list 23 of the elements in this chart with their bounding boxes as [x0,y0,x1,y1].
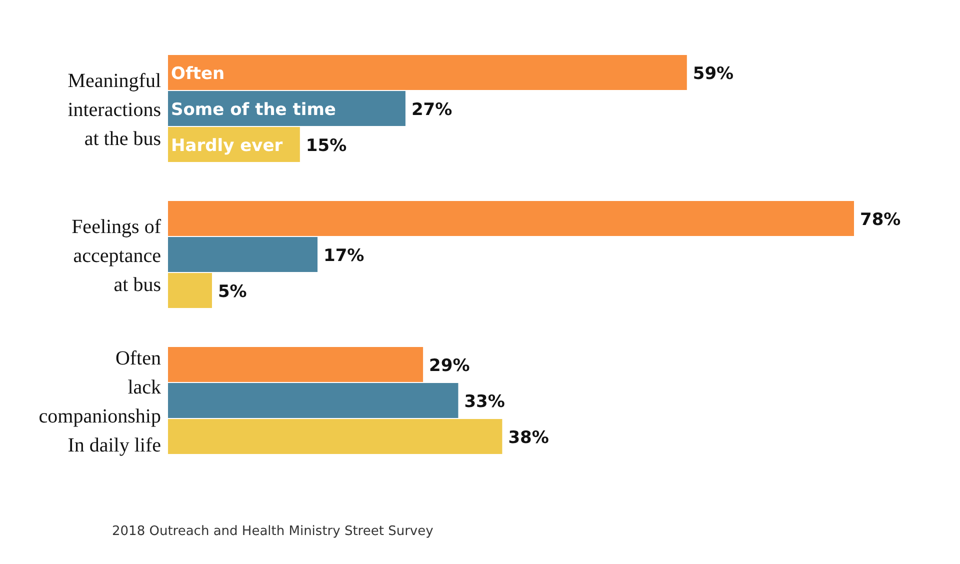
y-tick-label: Feelings of acceptance at bus [72,216,162,296]
bar [168,419,502,454]
data-label: 29% [429,356,470,376]
data-label: 38% [508,428,549,448]
data-label: 15% [306,136,347,156]
data-label: 5% [218,282,247,302]
bar [168,237,318,272]
y-tick-label: Meaningful interactions at the bus [68,70,162,150]
series-label: Some of the time [171,100,336,120]
text: 2018 Outreach and Health Ministry Street Survey [112,524,434,539]
bar [168,273,212,308]
bar [168,201,854,236]
data-label: 17% [324,246,364,266]
y-tick-label: Often lack companionship In daily life [38,348,162,456]
bar [168,347,424,382]
data-label: 78% [860,210,901,230]
bar [168,383,458,418]
data-label: 33% [464,392,505,412]
series-label: Often [171,64,225,84]
data-label: 27% [411,100,452,120]
bar [168,55,687,90]
data-label: 59% [692,64,734,84]
series-label: Hardly ever [171,136,284,156]
